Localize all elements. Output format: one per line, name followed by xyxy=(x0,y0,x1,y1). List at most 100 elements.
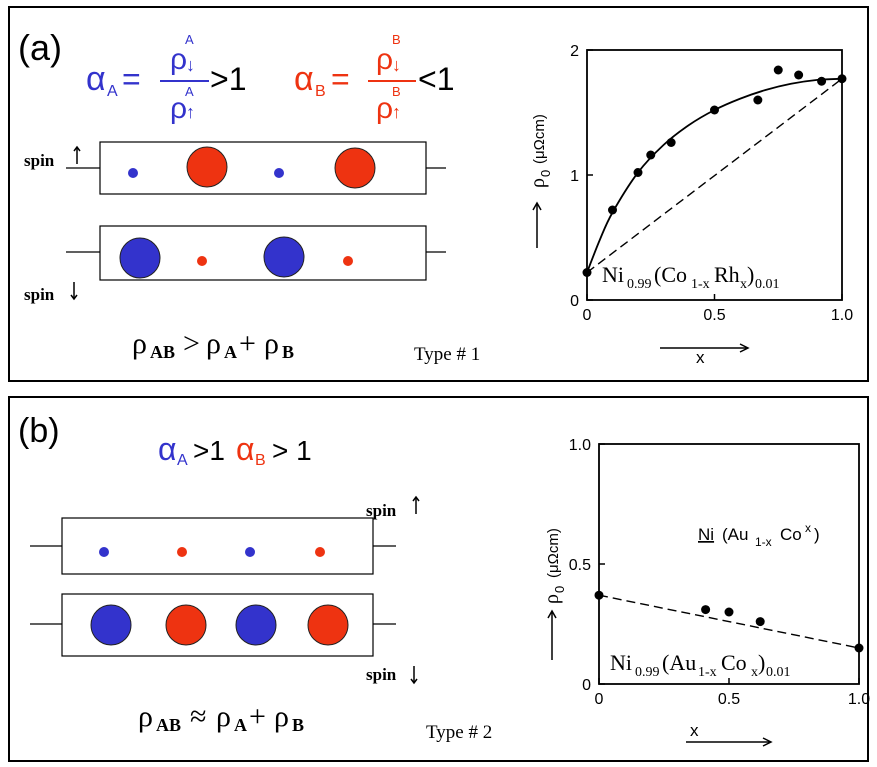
x-tick-label: 0 xyxy=(583,307,592,324)
rho-ab-subscript: AB xyxy=(150,342,175,362)
panel-a: (a) α A = ρ A ↓ ρ A ↑ >1 α B = ρ B ↓ ρ B… xyxy=(8,6,869,382)
compound-part: 0.99 xyxy=(635,665,660,680)
alpha-b-subscript: B xyxy=(315,83,326,100)
spin-down-arrow-icon xyxy=(70,282,78,301)
inset-part: Ni xyxy=(698,525,714,544)
chart-b-ylabel: ρ 0 (μΩcm) xyxy=(541,528,567,660)
compound-part: Ni xyxy=(610,650,632,675)
compound-part: (Co xyxy=(654,262,687,287)
alpha-a-gt-one: >1 xyxy=(210,61,246,97)
alpha-a-gt-one: >1 xyxy=(193,435,225,466)
plot-frame xyxy=(598,443,860,685)
chart-a-ylabel: ρ 0 (μΩcm) xyxy=(527,114,553,248)
chart-b-ylabel-arrow-icon xyxy=(547,609,557,660)
compound-part: (Au xyxy=(662,650,696,675)
alpha-b-gt-one: > 1 xyxy=(272,435,312,466)
alpha-b-equals: = xyxy=(331,61,350,97)
rho-a-symbol: ρ xyxy=(206,327,221,360)
data-point xyxy=(755,617,765,627)
impurity-a-small xyxy=(245,547,255,557)
data-point xyxy=(594,590,604,600)
spin-up-arrow-icon xyxy=(412,495,420,514)
rho-up-b-symbol: ρ xyxy=(376,92,393,125)
rho-b-subscript: B xyxy=(292,715,304,735)
chart-b-xlabel: x xyxy=(690,721,699,740)
impurity-b-large xyxy=(307,604,349,646)
rho-down-a-arrow: ↓ xyxy=(186,55,195,75)
spin-down-arrow-icon xyxy=(410,666,418,685)
rho-up-a-symbol: ρ xyxy=(170,92,187,125)
compound-part: x xyxy=(751,665,758,680)
alpha-conditions: α A >1 α B > 1 xyxy=(158,431,312,469)
compound-part: 1-x xyxy=(691,277,710,292)
alpha-b-symbol: α xyxy=(294,60,314,98)
compound-part: Co xyxy=(721,650,747,675)
rho-down-b-superscript: B xyxy=(392,32,401,47)
dashed-reference-line xyxy=(586,78,843,274)
y-tick-label: 0 xyxy=(582,677,591,694)
chart-b-inset-label: Ni (Au 1-x Co x ) xyxy=(698,521,820,549)
spin-up-label: spin xyxy=(366,501,397,520)
panel-b-figure: (b) α A >1 α B > 1 spin spin xyxy=(18,412,870,747)
data-point xyxy=(701,605,711,615)
alpha-a-subscript: A xyxy=(107,83,118,100)
rho-b-symbol: ρ xyxy=(264,327,279,360)
rho-a-symbol: ρ xyxy=(216,700,231,733)
dashed-reference-line xyxy=(598,594,860,649)
y-tick-label: 0 xyxy=(570,293,579,310)
chart-a-compound: Ni 0.99 (Co 1-x Rh x ) 0.01 xyxy=(602,262,780,292)
spin-up-label: spin xyxy=(24,151,55,170)
data-point xyxy=(582,268,592,277)
chart-a: 0 0.5 1.0 0 1 2 xyxy=(570,43,853,324)
spin-up-arrow-icon xyxy=(73,145,81,164)
compound-part: x xyxy=(740,277,747,292)
impurity-b-small xyxy=(197,256,207,266)
panel-a-figure: (a) α A = ρ A ↓ ρ A ↑ >1 α B = ρ B ↓ ρ B… xyxy=(18,27,853,367)
data-point xyxy=(794,70,804,80)
y-tick-label: 1.0 xyxy=(569,437,591,454)
y-tick-label: 2 xyxy=(570,43,579,60)
impurity-a-large xyxy=(235,604,277,646)
alpha-a-equals: = xyxy=(122,61,141,97)
y-tick-label: 0.5 xyxy=(569,557,591,574)
rho-down-a-symbol: ρ xyxy=(170,43,187,76)
chart-b: 0 0.5 1.0 0 0.5 1.0 xyxy=(569,437,870,708)
panel-label: (a) xyxy=(18,27,62,68)
impurity-a-small xyxy=(128,168,138,178)
panel-b: (b) α A >1 α B > 1 spin spin xyxy=(8,396,870,762)
spin-up-channel xyxy=(99,141,427,195)
alpha-b-subscript: B xyxy=(255,452,266,469)
impurity-a-large xyxy=(119,237,161,279)
impurity-b-large xyxy=(334,147,376,189)
chart-b-ylabel-units: (μΩcm) xyxy=(545,528,562,578)
approx-formula: ρ AB ≈ ρ A + ρ B xyxy=(138,700,304,735)
rho-up-b-arrow: ↑ xyxy=(392,102,401,122)
inset-part: 1-x xyxy=(755,535,772,549)
alpha-a-symbol: α xyxy=(158,431,177,467)
inequality-operator: > xyxy=(183,327,200,360)
data-point xyxy=(854,643,864,653)
data-point xyxy=(633,168,643,177)
impurity-b-small xyxy=(177,547,187,557)
alpha-a-symbol: α xyxy=(86,60,106,98)
compound-part: 0.01 xyxy=(755,277,780,292)
compound-part: ) xyxy=(747,262,754,287)
alpha-a-formula: α A = ρ A ↓ ρ A ↑ xyxy=(86,32,209,125)
data-point xyxy=(710,105,719,115)
inset-part: Co xyxy=(780,525,802,544)
spin-down-label: spin xyxy=(366,665,397,684)
data-point xyxy=(646,150,656,160)
chart-a-ylabel-arrow-icon xyxy=(532,201,542,248)
inequality-formula: ρ AB > ρ A + ρ B xyxy=(132,327,294,362)
compound-part: Ni xyxy=(602,262,624,287)
compound-part: ) xyxy=(758,650,765,675)
plus-operator: + xyxy=(239,327,256,360)
alpha-a-subscript: A xyxy=(177,452,188,469)
chart-a-ylabel-sub: 0 xyxy=(538,170,553,177)
spin-down-label: spin xyxy=(24,285,55,304)
impurity-b-small xyxy=(315,547,325,557)
chart-b-xlabel-arrow-icon xyxy=(686,737,773,747)
inset-part: ) xyxy=(814,525,820,544)
data-point xyxy=(666,138,676,147)
alpha-b-symbol: α xyxy=(236,431,255,467)
